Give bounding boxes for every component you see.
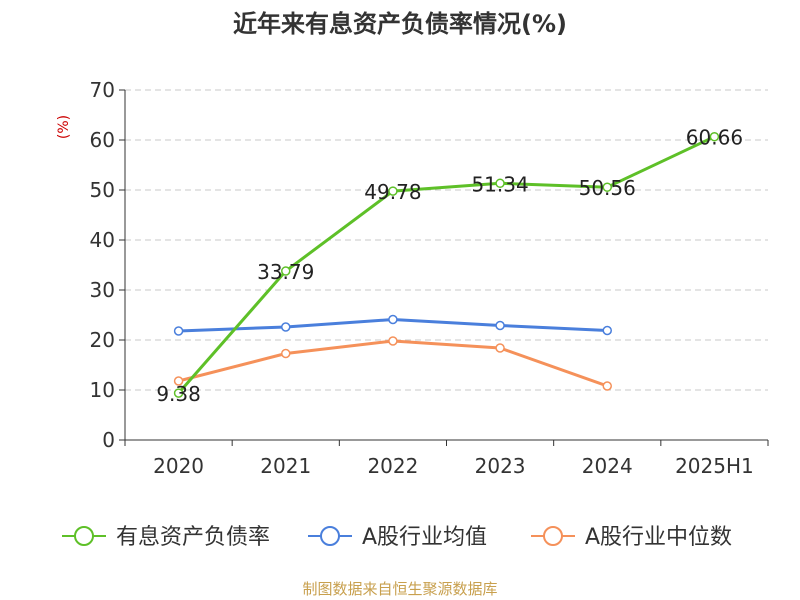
data-point	[388, 186, 398, 196]
x-tick-label: 2024	[582, 454, 633, 478]
y-axis-label: (%)	[56, 115, 72, 139]
data-point	[388, 314, 398, 325]
data-label: 51.34	[471, 172, 528, 196]
data-point	[173, 388, 184, 398]
data-point	[602, 182, 612, 192]
y-tick-label: 20	[90, 328, 115, 352]
x-tick-label: 2020	[153, 454, 204, 478]
data-label: 9.38	[156, 382, 201, 406]
y-tick-label: 70	[90, 78, 115, 102]
data-point	[388, 336, 398, 346]
data-point	[602, 325, 612, 336]
series-line	[177, 135, 716, 395]
data-point	[602, 381, 612, 391]
data-point	[495, 178, 505, 189]
x-tick-label: 2021	[260, 454, 311, 478]
data-label: 33.79	[257, 260, 314, 284]
y-tick-label: 40	[90, 228, 115, 252]
data-point	[709, 131, 720, 142]
y-tick-label: 60	[90, 128, 115, 152]
series-group: 9.38 33.79 49.78 51.34 50.56 60.66	[156, 126, 743, 406]
legend-marker	[74, 526, 94, 546]
legend-marker	[320, 526, 340, 546]
x-tick-label: 2022	[367, 454, 418, 478]
data-label: 50.56	[579, 176, 636, 200]
legend-label: A股行业均值	[362, 525, 487, 550]
data-point	[281, 266, 291, 276]
data-point	[173, 376, 184, 386]
data-point	[495, 320, 505, 331]
y-tick-label: 50	[90, 178, 115, 202]
legend-label: 有息资产负债率	[116, 525, 270, 550]
x-tick-label: 2023	[475, 454, 526, 478]
legend-marker	[543, 526, 563, 546]
legend: 有息资产负债率 A股行业均值 A股行业中位数	[62, 525, 732, 550]
series-line	[178, 339, 608, 388]
data-point	[495, 343, 505, 353]
y-tick-label: 10	[90, 378, 115, 402]
data-label: 49.78	[364, 180, 421, 204]
data-label: 60.66	[686, 126, 743, 150]
data-point	[281, 322, 291, 332]
grid-lines	[125, 89, 768, 391]
data-source-caption: 制图数据来自恒生聚源数据库	[302, 580, 498, 598]
data-point	[281, 348, 291, 359]
chart-title: 近年来有息资产负债率情况(%)	[233, 10, 567, 38]
y-tick-label: 30	[90, 278, 115, 302]
axes: 0 10 20 30 40 50 60 70 2020 2021 2022 2023 2024 2025H…	[90, 78, 769, 478]
y-tick-label: 0	[102, 428, 115, 452]
legend-label: A股行业中位数	[585, 525, 732, 550]
x-tick-label: 2025H1	[675, 454, 754, 478]
data-point	[173, 326, 184, 336]
